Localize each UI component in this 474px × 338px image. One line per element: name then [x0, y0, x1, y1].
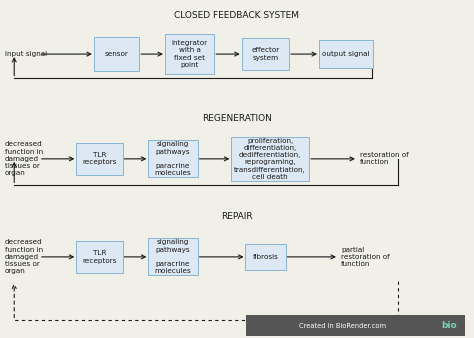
Text: integrator
with a
fixed set
point: integrator with a fixed set point: [172, 40, 208, 68]
Text: bio: bio: [441, 321, 457, 330]
Text: decreased
function in
damaged
tissues or
organ: decreased function in damaged tissues or…: [5, 239, 43, 274]
Text: Created in BioRender.com: Created in BioRender.com: [299, 323, 386, 329]
Text: proliferation,
differentiation,
dedifferentiation,
reprograming,
transdifferenti: proliferation, differentiation, dediffer…: [234, 138, 306, 180]
FancyBboxPatch shape: [231, 137, 309, 181]
Text: partial
restoration of
function: partial restoration of function: [341, 247, 390, 267]
Text: sensor: sensor: [104, 51, 128, 57]
Text: signaling
pathways

paracrine
molecules: signaling pathways paracrine molecules: [155, 141, 191, 176]
FancyBboxPatch shape: [246, 315, 465, 336]
Text: REPAIR: REPAIR: [221, 212, 253, 221]
Text: input signal: input signal: [5, 51, 47, 57]
FancyBboxPatch shape: [242, 38, 289, 70]
Text: decreased
function in
damaged
tissues or
organ: decreased function in damaged tissues or…: [5, 141, 43, 176]
Text: CLOSED FEEDBACK SYSTEM: CLOSED FEEDBACK SYSTEM: [174, 11, 300, 20]
FancyBboxPatch shape: [93, 37, 138, 71]
FancyBboxPatch shape: [165, 34, 214, 74]
Text: REGENERATION: REGENERATION: [202, 114, 272, 123]
FancyBboxPatch shape: [246, 244, 285, 270]
Text: TLR
receptors: TLR receptors: [82, 152, 117, 166]
Text: output signal: output signal: [322, 51, 370, 57]
Text: effector
system: effector system: [251, 47, 280, 61]
Text: restoration of
function: restoration of function: [360, 152, 409, 166]
Text: TLR
receptors: TLR receptors: [82, 250, 117, 264]
FancyBboxPatch shape: [76, 143, 123, 175]
FancyBboxPatch shape: [76, 241, 123, 273]
Text: signaling
pathways

paracrine
molecules: signaling pathways paracrine molecules: [155, 239, 191, 274]
FancyBboxPatch shape: [148, 140, 198, 177]
Text: fibrosis: fibrosis: [253, 254, 278, 260]
FancyBboxPatch shape: [148, 238, 198, 275]
FancyBboxPatch shape: [319, 40, 373, 68]
